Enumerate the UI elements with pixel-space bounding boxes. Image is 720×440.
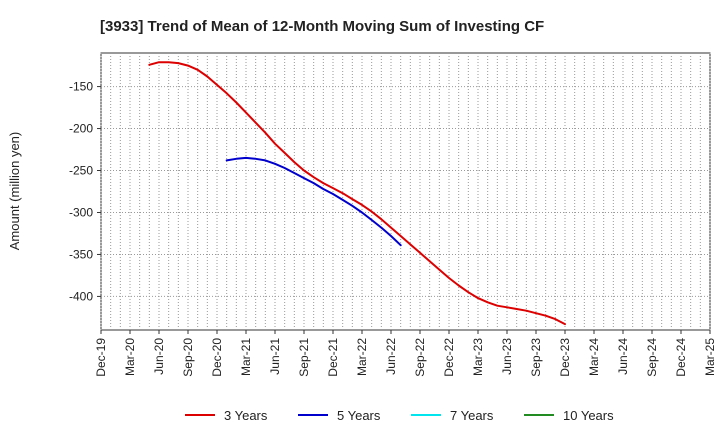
x-tick-label: Sep-20 (181, 338, 195, 377)
legend-label: 3 Years (224, 408, 268, 423)
grid (100, 53, 711, 330)
x-tick-label: Mar-23 (471, 338, 485, 376)
x-tick-label: Jun-21 (268, 338, 282, 375)
y-tick-label: -350 (69, 247, 93, 261)
x-tick-label: Sep-24 (645, 338, 659, 377)
x-tick-label: Mar-20 (123, 338, 137, 376)
legend: 3 Years 5 Years 7 Years 10 Years (185, 408, 614, 423)
y-tick-label: -300 (69, 205, 93, 219)
x-tick-label: Jun-23 (500, 338, 514, 375)
x-tick-label: Sep-21 (297, 338, 311, 377)
x-tick-label: Dec-21 (326, 338, 340, 377)
x-tick-label: Dec-22 (442, 338, 456, 377)
series-lines (148, 61, 566, 326)
x-tick-label: Dec-19 (94, 338, 108, 377)
series-line-3-years (148, 61, 566, 326)
plot-area (100, 52, 711, 331)
x-tick-label: Dec-23 (558, 338, 572, 377)
x-tick-label: Sep-23 (529, 338, 543, 377)
x-tick-label: Dec-24 (674, 338, 688, 377)
series-line-5-years (225, 156, 402, 247)
chart-title: [3933] Trend of Mean of 12-Month Moving … (100, 18, 544, 35)
y-axis-ticks: -150 -200 -250 -300 -350 -400 (69, 80, 101, 303)
x-tick-label: Mar-21 (239, 338, 253, 376)
x-tick-label: Dec-20 (210, 338, 224, 377)
legend-label: 10 Years (563, 408, 614, 423)
x-tick-label: Jun-24 (616, 338, 630, 375)
x-axis-ticks: Dec-19 Mar-20 Jun-20 Sep-20 Dec-20 Mar-21 Jun-… (94, 330, 717, 377)
x-tick-label: Mar-22 (355, 338, 369, 376)
x-tick-label: Jun-20 (152, 338, 166, 375)
x-tick-label: Mar-25 (703, 338, 717, 376)
y-tick-label: -400 (69, 289, 93, 303)
legend-label: 5 Years (337, 408, 381, 423)
y-tick-label: -200 (69, 122, 93, 136)
x-tick-label: Sep-22 (413, 338, 427, 377)
plot-frame (100, 52, 711, 331)
y-tick-label: -150 (69, 80, 93, 94)
x-tick-label: Jun-22 (384, 338, 398, 375)
legend-label: 7 Years (450, 408, 494, 423)
y-axis-label: Amount (million yen) (7, 132, 22, 251)
y-tick-label: -250 (69, 164, 93, 178)
x-tick-label: Mar-24 (587, 338, 601, 376)
